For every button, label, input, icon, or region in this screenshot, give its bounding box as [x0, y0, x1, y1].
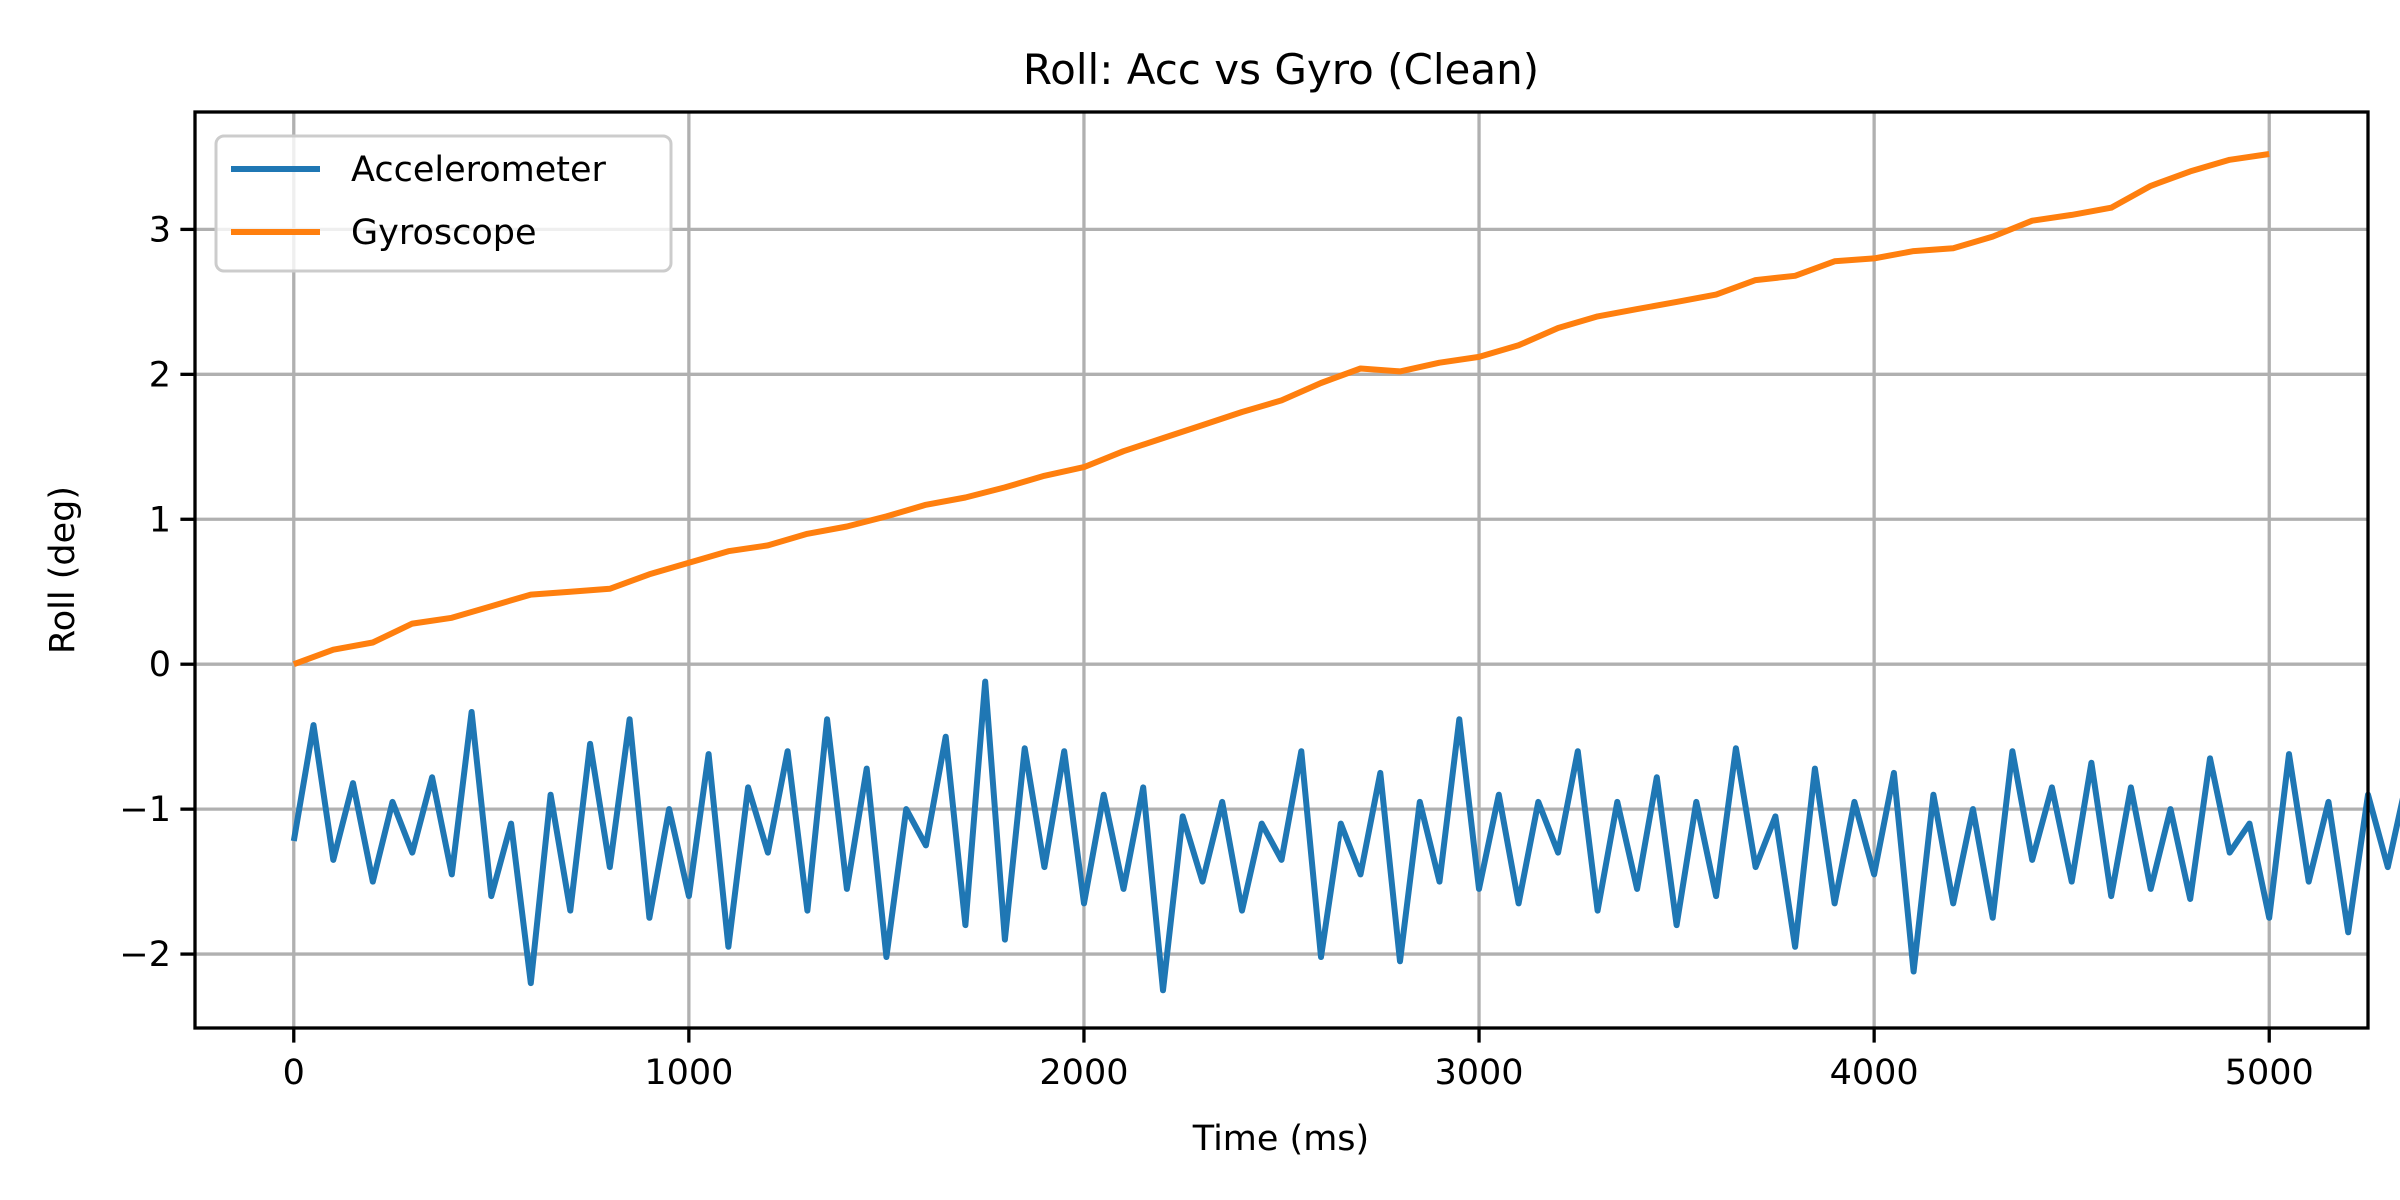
- y-tick-label: 0: [149, 645, 171, 685]
- series-line-gyroscope: [292, 151, 2270, 668]
- x-axis-label: Time (ms): [1192, 1119, 1369, 1159]
- chart-title: Roll: Acc vs Gyro (Clean): [1023, 45, 1539, 94]
- y-tick-label: 2: [149, 355, 171, 395]
- y-tick-label: 3: [149, 210, 171, 250]
- x-tick-label: 1000: [644, 1053, 733, 1093]
- legend-label-gyroscope: Gyroscope: [351, 213, 537, 253]
- series-layer: [290, 151, 2400, 994]
- y-tick-label: −1: [119, 790, 171, 830]
- legend-label-accelerometer: Accelerometer: [351, 150, 607, 190]
- legend: Accelerometer Gyroscope: [214, 134, 673, 273]
- legend-box: [214, 134, 673, 273]
- x-tick-label: 5000: [2225, 1053, 2314, 1093]
- x-tick-label: 3000: [1435, 1053, 1524, 1093]
- series-line-accelerometer: [290, 678, 2400, 994]
- x-tick-label: 4000: [1830, 1053, 1919, 1093]
- ticks: 0 1000 2000 3000 4000 5000 −2 −1 0 1 2 3: [119, 210, 2313, 1093]
- axes-frame: [193, 110, 2370, 1030]
- x-tick-label: 2000: [1039, 1053, 1128, 1093]
- y-tick-label: −2: [119, 935, 171, 975]
- x-tick-label: 0: [283, 1053, 305, 1093]
- grid-lines: [195, 112, 2368, 1028]
- y-axis-label: Roll (deg): [43, 486, 83, 654]
- y-tick-label: 1: [149, 500, 171, 540]
